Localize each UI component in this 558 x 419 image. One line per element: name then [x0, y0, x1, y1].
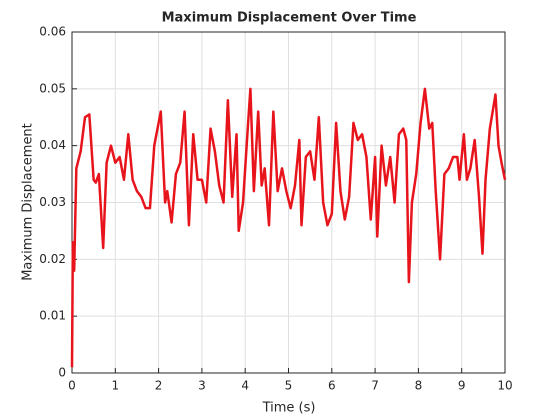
y-tick-label: 0.05	[39, 81, 66, 95]
x-tick-label: 3	[198, 379, 206, 393]
y-tick-label: 0.01	[39, 309, 66, 323]
y-tick-label: 0.03	[39, 195, 66, 209]
chart-title: Maximum Displacement Over Time	[162, 11, 417, 26]
y-axis-label: Maximum Displacement	[21, 123, 36, 281]
plot-frame	[71, 31, 506, 374]
y-tick-label: 0.06	[39, 25, 66, 39]
data-line	[70, 87, 507, 368]
x-tick-label: 7	[371, 379, 379, 393]
y-tick-label: 0	[58, 366, 66, 380]
x-tick-label: 2	[155, 379, 163, 393]
x-tick-label: 6	[328, 379, 336, 393]
y-tick-label: 0.04	[39, 138, 66, 152]
x-tick-label: 1	[111, 379, 119, 393]
x-tick-label: 8	[415, 379, 423, 393]
y-tick-label: 0.02	[39, 252, 66, 266]
x-axis-label: Time (s)	[262, 401, 316, 416]
x-tick-label: 5	[285, 379, 293, 393]
x-tick-label: 10	[497, 379, 512, 393]
x-tick-label: 4	[241, 379, 249, 393]
x-tick-label: 9	[458, 379, 466, 393]
x-tick-label: 0	[68, 379, 76, 393]
